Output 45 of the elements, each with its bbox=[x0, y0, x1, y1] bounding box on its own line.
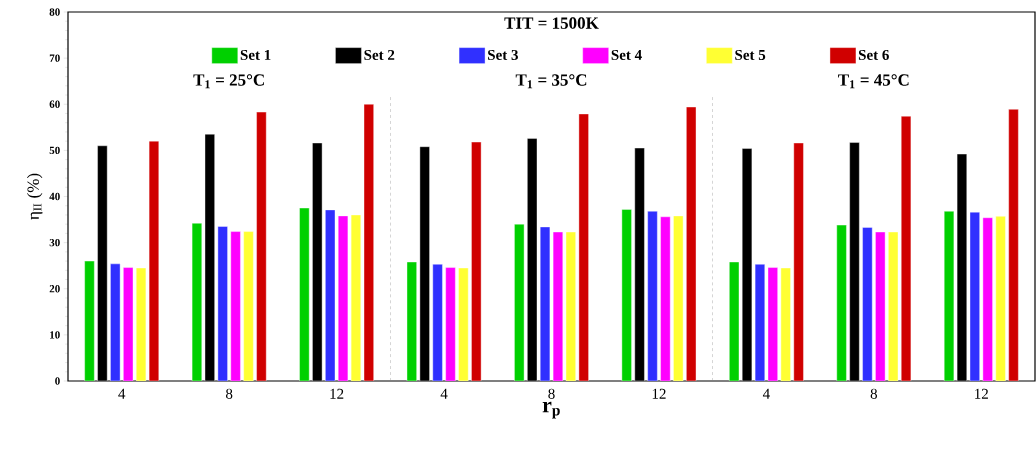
x-axis-title: r$_{p}$ bbox=[542, 401, 560, 419]
annotation: T$_{1}$ = 35°C bbox=[515, 74, 587, 89]
legend-label: Set 4 bbox=[611, 49, 642, 60]
x-tick-label: 8 bbox=[870, 388, 878, 399]
legend-label: Set 6 bbox=[858, 49, 889, 60]
x-tick-label: 12 bbox=[652, 388, 666, 399]
bar bbox=[230, 231, 241, 381]
legend-label: Set 2 bbox=[364, 49, 395, 60]
annotation: T$_{1}$ = 45°C bbox=[838, 74, 909, 89]
y-tick-label: 60 bbox=[49, 100, 60, 108]
x-tick-label: 4 bbox=[118, 388, 126, 399]
y-tick-label: 20 bbox=[49, 285, 60, 293]
bar bbox=[243, 231, 254, 381]
y-tick-label: 50 bbox=[49, 146, 60, 155]
x-tick-label: 8 bbox=[226, 388, 233, 399]
y-axis-title: η$_{II}$ (%) bbox=[26, 173, 43, 220]
bar bbox=[299, 207, 310, 381]
x-tick-label: 4 bbox=[440, 388, 448, 399]
x-tick-label: 4 bbox=[762, 388, 770, 399]
bar bbox=[84, 260, 95, 381]
bar bbox=[458, 267, 469, 381]
bar bbox=[256, 111, 267, 381]
y-tick-label: 10 bbox=[50, 331, 60, 339]
y-tick-label: 30 bbox=[49, 238, 60, 247]
y-tick-label: 40 bbox=[49, 192, 60, 201]
legend-label: Set 1 bbox=[240, 49, 271, 60]
bar bbox=[647, 211, 658, 381]
x-tick-label: 8 bbox=[548, 388, 555, 399]
x-tick-label: 12 bbox=[975, 388, 988, 399]
legend-label: Set 5 bbox=[735, 49, 766, 60]
bar bbox=[445, 267, 456, 381]
x-tick-label: 12 bbox=[330, 388, 344, 399]
bar bbox=[793, 142, 804, 381]
bar bbox=[1008, 109, 1019, 381]
annotation: T$_{1}$ = 25°C bbox=[193, 74, 264, 89]
y-tick-label: 0 bbox=[55, 377, 60, 385]
y-tick-label: 80 bbox=[49, 8, 60, 16]
bar bbox=[862, 227, 873, 381]
bar bbox=[660, 216, 671, 381]
y-tick-label: 70 bbox=[49, 54, 60, 62]
annotation: TIT = 1500K bbox=[504, 17, 599, 29]
bar bbox=[995, 216, 1006, 381]
bar bbox=[836, 224, 847, 381]
bar bbox=[432, 264, 443, 381]
legend-label: Set 3 bbox=[488, 49, 518, 60]
